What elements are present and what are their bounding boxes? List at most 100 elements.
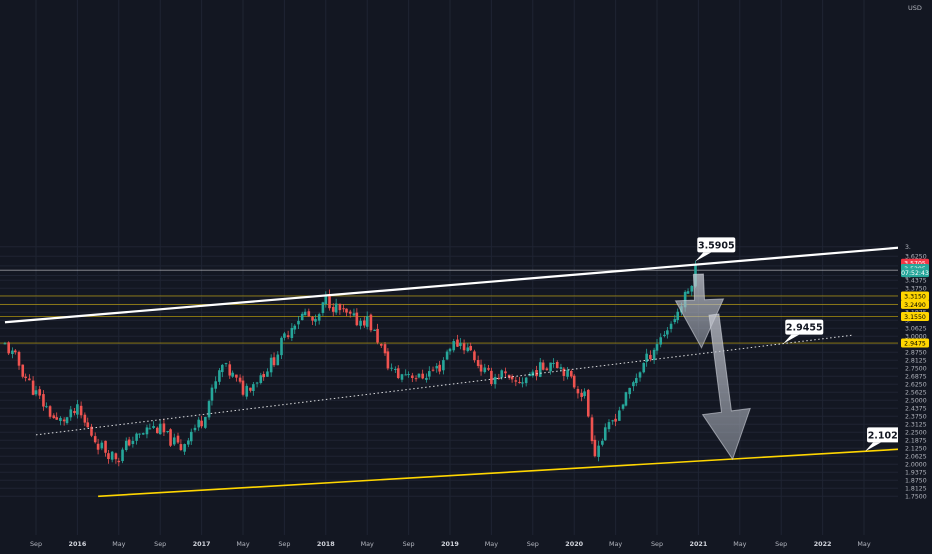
candle-body <box>425 377 428 380</box>
price-tag[interactable] <box>901 299 929 309</box>
price-tick-label: 3. <box>905 318 911 325</box>
candle-body <box>79 405 83 416</box>
candle-body <box>407 374 410 376</box>
price-tick-label: 3. <box>905 244 911 251</box>
candle-body <box>334 303 338 313</box>
price-tick-label: 1.7500 <box>905 494 927 501</box>
candle-body <box>541 362 545 370</box>
callout-box[interactable] <box>867 427 906 443</box>
callout-box[interactable] <box>785 319 824 335</box>
candle-body <box>456 339 459 347</box>
candle-body <box>117 460 121 463</box>
horizontal-levels <box>0 269 898 344</box>
candle-body <box>328 294 331 309</box>
candle-body <box>7 342 10 354</box>
candle-body <box>131 440 135 445</box>
price-tick-label: 3.6250 <box>905 254 927 261</box>
candle-body <box>570 370 573 377</box>
candle-body <box>17 351 21 366</box>
candle-body <box>114 453 118 460</box>
candle-body <box>156 427 159 434</box>
candle-body <box>442 360 445 371</box>
price-tick-label: 2.1875 <box>905 438 927 445</box>
trendline-lower-channel[interactable] <box>98 446 927 498</box>
projection-arrows[interactable] <box>674 273 751 461</box>
candle-body <box>266 371 269 377</box>
candle-body <box>673 319 677 323</box>
projection-arrow[interactable] <box>701 313 751 461</box>
candle-body <box>559 367 563 369</box>
candle-body <box>483 367 487 373</box>
candle-body <box>141 433 145 435</box>
price-tag-label: 3.3150 <box>904 293 926 300</box>
price-tick-label: 2.5000 <box>905 398 927 405</box>
candle-body <box>55 417 58 420</box>
candle-body <box>249 387 252 391</box>
candle-body <box>524 377 528 384</box>
candle-body <box>158 423 162 435</box>
candle-body <box>307 311 311 317</box>
candle-body <box>466 347 470 352</box>
candle-body <box>421 373 424 379</box>
candle-body <box>445 351 449 360</box>
candle-body <box>73 410 76 414</box>
candle-body <box>504 371 507 374</box>
price-tag-label: 3.2490 <box>904 302 926 309</box>
price-tag[interactable] <box>901 338 929 348</box>
candle-body <box>152 425 155 428</box>
price-tag[interactable] <box>901 291 929 301</box>
candle-body <box>65 417 69 424</box>
candle-body <box>459 342 462 346</box>
candle-body <box>645 353 648 362</box>
price-tag[interactable] <box>901 268 929 278</box>
candle-body <box>204 416 207 428</box>
time-tick-label: 2016 <box>69 540 87 548</box>
trendline-upper-channel[interactable] <box>4 244 927 324</box>
candle-body <box>601 440 604 445</box>
time-tick-label: Sep <box>651 540 663 548</box>
price-tick-label: 3.3750 <box>905 286 927 293</box>
candle-body <box>352 313 356 316</box>
candle-body <box>193 427 197 431</box>
candle-body <box>507 374 511 378</box>
candle-body <box>518 381 521 384</box>
callout-label: 3.5905 <box>698 240 735 251</box>
candle-body <box>45 406 48 408</box>
candle-body <box>549 362 552 372</box>
candle-body <box>669 323 673 329</box>
candle-body <box>321 302 325 313</box>
trendlines[interactable] <box>4 244 927 498</box>
candle-body <box>404 374 408 376</box>
price-tag-label: 2.9475 <box>904 340 926 347</box>
callout-label: 2.1025 <box>868 430 905 441</box>
time-axis[interactable]: Sep 2016 May Sep 2017 May Sep 2018 May Sep 2019 May… <box>0 535 898 550</box>
callout-box[interactable] <box>697 237 736 253</box>
candle-body <box>189 431 193 442</box>
price-tag[interactable] <box>901 311 929 321</box>
candle-body <box>666 330 669 335</box>
candle-body <box>500 370 504 378</box>
candle-body <box>690 285 694 292</box>
candle-body <box>493 377 497 385</box>
candle-body <box>428 371 431 377</box>
price-axis[interactable]: USD3.3.62503.3.3.43753.37503.3.3.18753.3… <box>898 0 932 550</box>
candle-body <box>655 344 659 351</box>
trendline-mid-channel[interactable] <box>35 334 854 436</box>
time-tick-label: Sep <box>30 540 42 548</box>
candle-body <box>376 328 379 343</box>
price-callouts[interactable]: 3.5905 2.9455 2.1025 <box>695 237 906 452</box>
candle-body <box>469 345 472 351</box>
candle-body <box>490 370 493 385</box>
candle-body <box>386 351 390 369</box>
candle-body <box>52 415 56 419</box>
candle-body <box>590 417 594 442</box>
candle-body <box>580 392 583 397</box>
candle-body <box>663 334 666 336</box>
callout-pointer <box>695 252 712 262</box>
price-tick-label: 3.0000 <box>905 334 927 341</box>
candle-body <box>417 373 421 378</box>
candle-body <box>255 382 259 384</box>
candle-body <box>272 357 276 366</box>
